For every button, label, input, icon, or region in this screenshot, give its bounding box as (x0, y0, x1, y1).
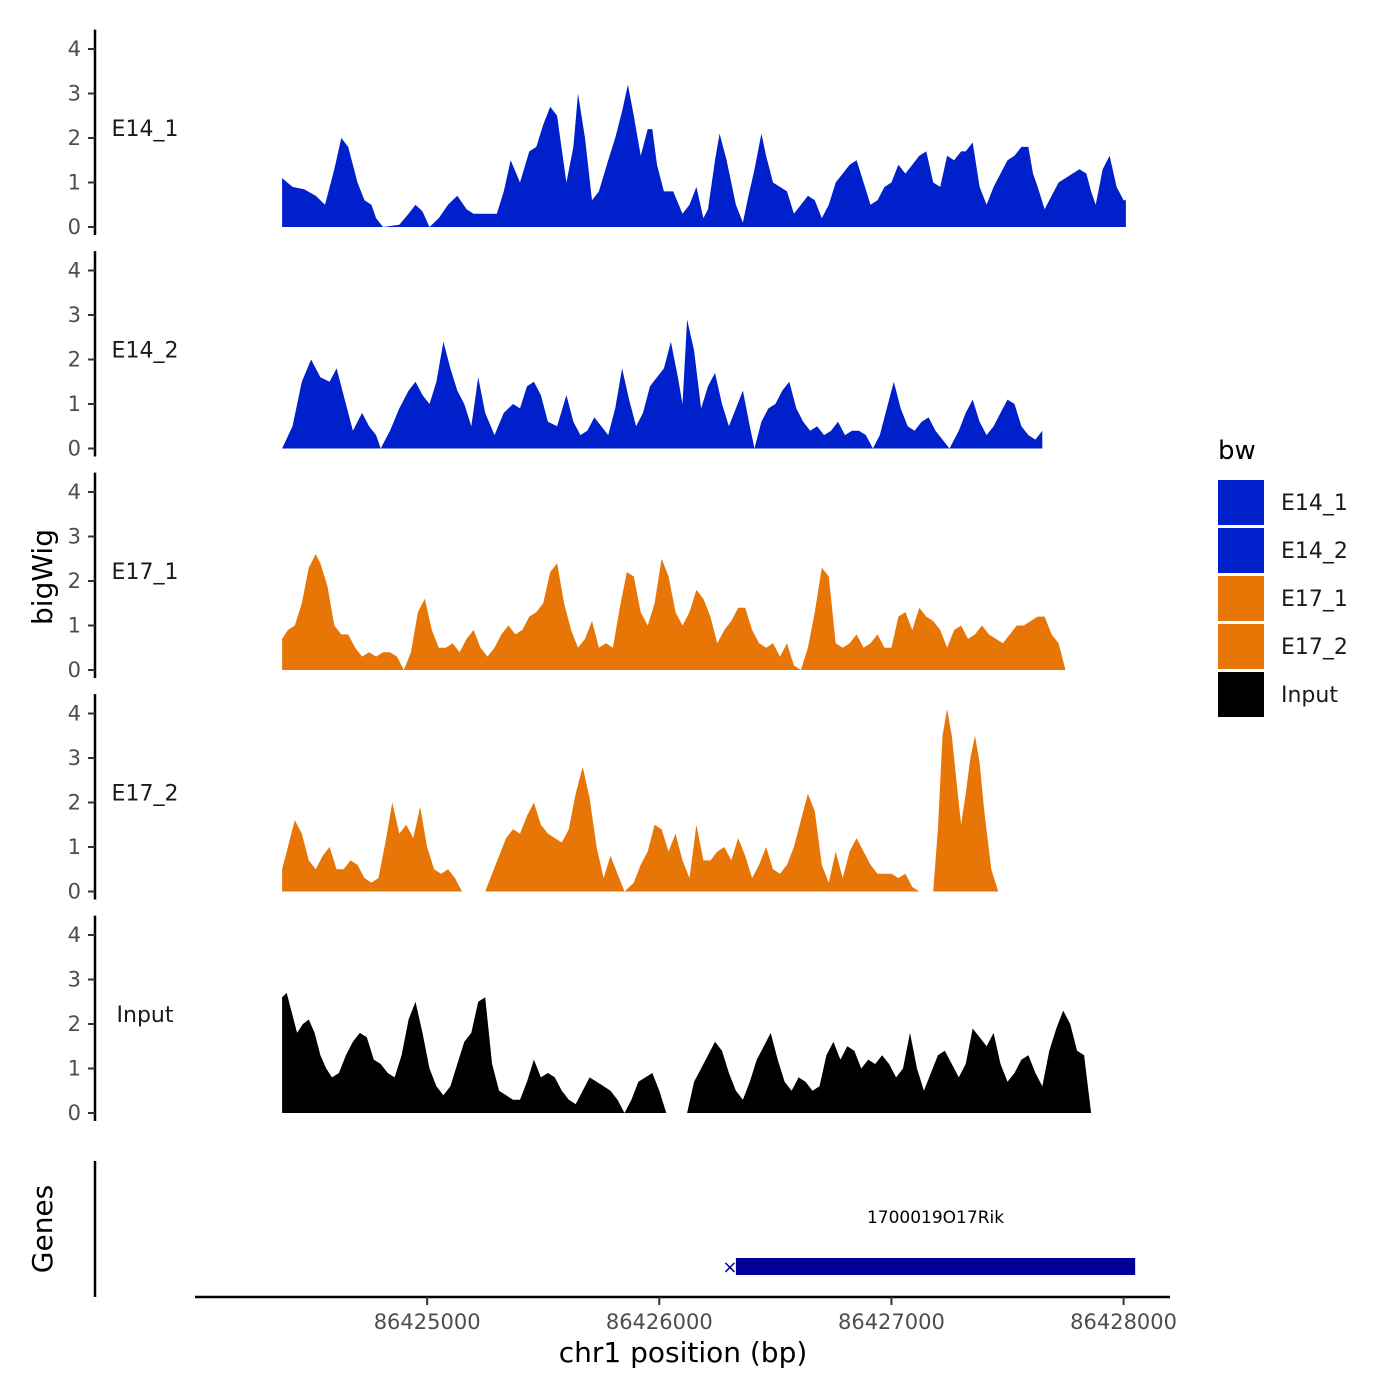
genes-panel-title: Genes (26, 1185, 59, 1273)
y-tick-label: 2 (68, 791, 81, 815)
y-axis-title-bigwig: bigWig (26, 529, 59, 625)
y-tick-label: 4 (68, 480, 81, 504)
y-tick-label: 3 (68, 968, 81, 992)
x-tick-label: 86425000 (374, 1310, 481, 1334)
bigwig-tracks: 0 1 2 3 4 E14_1 0 1 2 3 4 E14_2 0 1 2 3 4 E17_1 0 1 2 3 4 E17_2… (68, 29, 1126, 1125)
x-tick-label: 86427000 (838, 1310, 945, 1334)
y-tick-label: 2 (68, 348, 81, 372)
y-tick-label: 4 (68, 702, 81, 726)
y-tick-label: 2 (68, 126, 81, 150)
gene-body (735, 1258, 1136, 1275)
area-e17-1 (282, 554, 1066, 670)
y-tick-label: 3 (68, 82, 81, 106)
legend-label: E17_2 (1281, 635, 1348, 660)
legend-label: E14_1 (1281, 491, 1348, 516)
y-tick-label: 0 (68, 658, 81, 682)
x-axis: 86425000 86426000 86427000 86428000 (195, 1295, 1177, 1334)
y-tick-label: 4 (68, 923, 81, 947)
area-e14-2 (282, 319, 1043, 449)
gene-label: 1700019O17Rik (867, 1208, 1004, 1228)
legend-title: bw (1218, 436, 1256, 466)
genes-panel: × 1700019O17Rik (93, 1161, 1136, 1297)
x-tick-label: 86426000 (606, 1310, 713, 1334)
y-tick-label: 2 (68, 569, 81, 593)
area-e17-2 (282, 709, 999, 892)
track-input: 0 1 2 3 4 Input (68, 915, 1092, 1125)
y-tick-label: 1 (68, 171, 81, 195)
legend-swatch (1218, 624, 1264, 669)
legend-swatch (1218, 576, 1264, 621)
legend-swatch (1218, 480, 1264, 525)
y-tick-label: 0 (68, 215, 81, 239)
area-e14-1 (282, 84, 1126, 227)
gene-strand-marker: × (722, 1257, 737, 1278)
area-input (282, 992, 1092, 1113)
track-label: E17_2 (112, 782, 179, 807)
y-tick-label: 4 (68, 259, 81, 283)
track-e14-1: 0 1 2 3 4 E14_1 (68, 29, 1126, 239)
legend-swatch (1218, 672, 1264, 717)
x-tick-label: 86428000 (1070, 1310, 1177, 1334)
y-tick-label: 1 (68, 1057, 81, 1081)
track-label: E17_1 (112, 560, 179, 585)
y-tick-label: 0 (68, 437, 81, 461)
track-label: Input (117, 1003, 174, 1028)
track-e17-2: 0 1 2 3 4 E17_2 (68, 694, 999, 904)
y-tick-label: 2 (68, 1012, 81, 1036)
legend-swatch (1218, 528, 1264, 573)
track-e14-2: 0 1 2 3 4 E14_2 (68, 251, 1043, 461)
legend-label: E14_2 (1281, 539, 1348, 564)
y-tick-label: 0 (68, 880, 81, 904)
x-axis-title: chr1 position (bp) (559, 1336, 808, 1369)
legend-label: Input (1281, 683, 1338, 708)
legend-label: E17_1 (1281, 587, 1348, 612)
track-label: E14_1 (112, 117, 179, 142)
track-label: E14_2 (112, 339, 179, 364)
y-tick-label: 3 (68, 746, 81, 770)
y-tick-label: 0 (68, 1101, 81, 1125)
legend: bw E14_1 E14_2 E17_1 E17_2 Input (1218, 436, 1348, 717)
y-tick-label: 3 (68, 525, 81, 549)
y-tick-label: 1 (68, 392, 81, 416)
y-tick-label: 4 (68, 37, 81, 61)
track-e17-1: 0 1 2 3 4 E17_1 (68, 472, 1066, 682)
y-tick-label: 1 (68, 835, 81, 859)
y-tick-label: 1 (68, 614, 81, 638)
y-tick-label: 3 (68, 303, 81, 327)
